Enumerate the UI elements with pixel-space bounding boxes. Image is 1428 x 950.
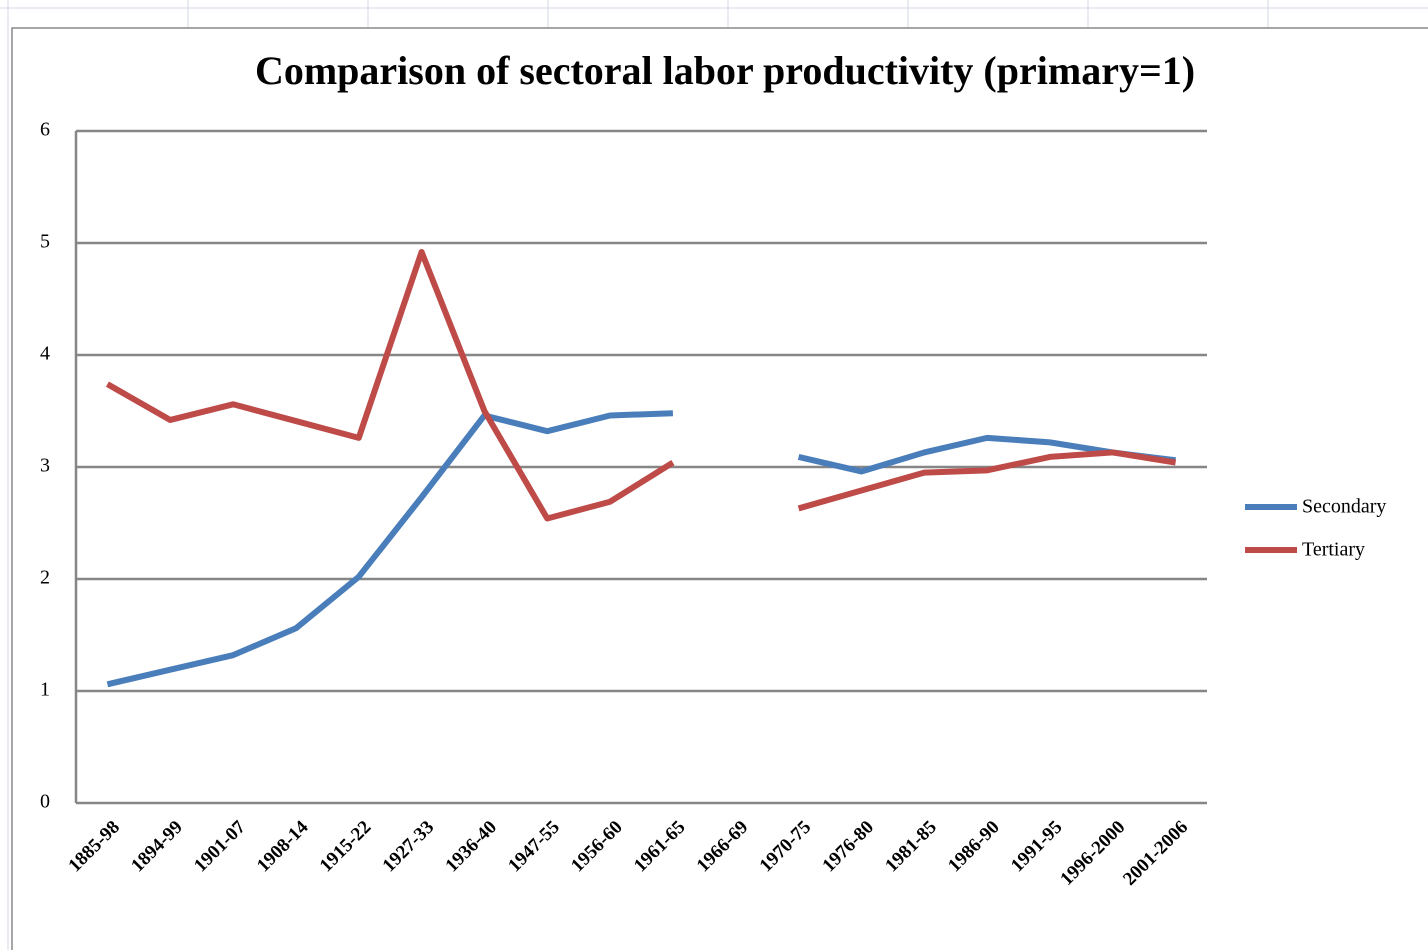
chart-title: Comparison of sectoral labor productivit… [255,48,1195,93]
legend-label: Secondary [1302,496,1386,518]
y-tick-label: 1 [40,679,50,701]
series-line [105,248,1177,522]
legend-label: Tertiary [1302,539,1365,561]
chart-frame [11,27,1428,950]
y-tick-label: 0 [40,791,50,813]
y-tick-label: 4 [40,343,50,365]
y-tick-label: 6 [40,119,50,141]
y-tick-label: 5 [40,231,50,253]
y-tick-label: 3 [40,455,50,477]
y-tick-label: 2 [40,567,50,589]
